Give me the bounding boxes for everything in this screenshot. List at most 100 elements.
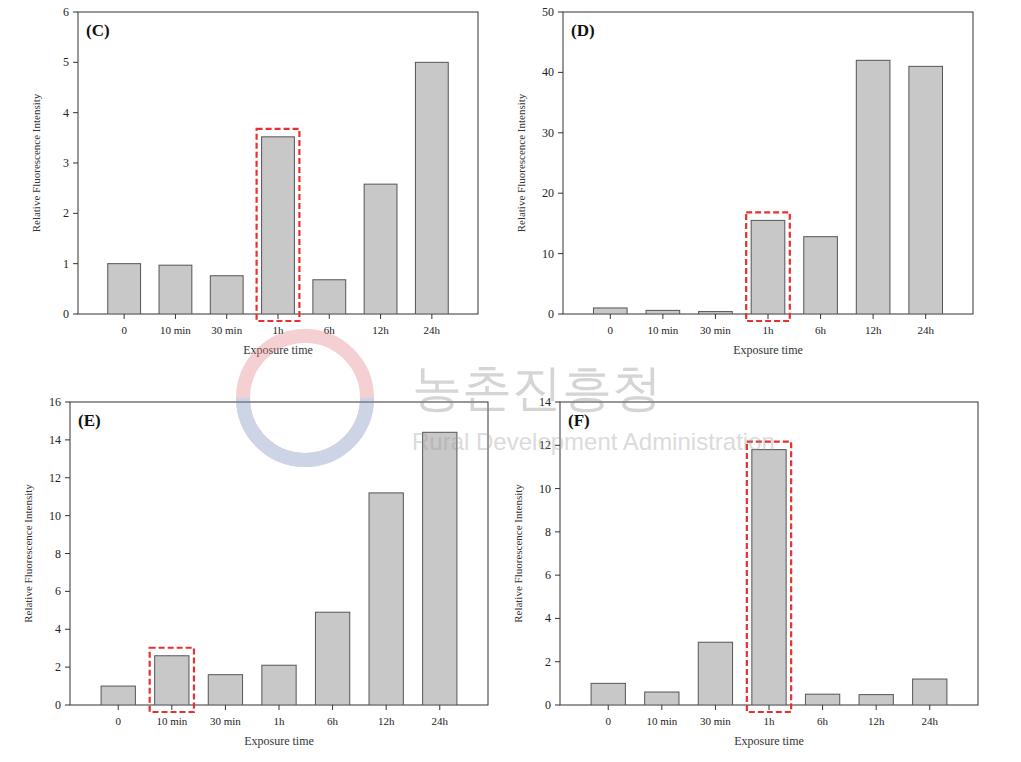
y-tick <box>558 12 563 13</box>
x-tick <box>929 705 930 710</box>
x-tick <box>873 314 874 319</box>
y-tick <box>73 314 78 315</box>
y-tick <box>555 575 560 576</box>
y-tick-label: 5 <box>63 55 69 69</box>
y-tick-label: 3 <box>63 156 69 170</box>
y-tick <box>555 661 560 662</box>
x-tick <box>439 705 440 710</box>
y-tick-label: 2 <box>545 655 551 669</box>
panel-label: (C) <box>86 21 110 40</box>
y-tick-label: 6 <box>545 568 551 582</box>
y-tick-label: 10 <box>49 509 61 523</box>
x-axis-label: Exposure time <box>244 734 314 748</box>
watermark-text: 농촌진흥청 <box>412 359 662 417</box>
bar <box>646 310 680 314</box>
x-tick <box>610 314 611 319</box>
x-tick <box>226 314 227 319</box>
y-tick-label: 14 <box>49 433 61 447</box>
y-tick-label: 6 <box>55 584 61 598</box>
y-axis-label: Relative Fluorescence Intensity <box>515 93 527 232</box>
x-tick <box>925 314 926 319</box>
x-tick-label: 0 <box>115 715 121 727</box>
bars <box>593 60 942 314</box>
watermark-subtitle: Rural Development Administration <box>412 428 775 455</box>
x-tick-label: 6h <box>815 324 827 336</box>
bar <box>751 220 785 314</box>
x-tick-label: 12h <box>868 715 885 727</box>
y-tick <box>73 12 78 13</box>
x-tick <box>661 705 662 710</box>
bar <box>423 432 457 705</box>
x-tick-label: 10 min <box>160 324 191 336</box>
bar <box>591 683 625 705</box>
x-tick <box>431 314 432 319</box>
x-tick <box>124 314 125 319</box>
bar <box>369 493 403 705</box>
x-tick <box>822 705 823 710</box>
y-tick <box>73 112 78 113</box>
bar <box>859 695 893 705</box>
x-tick <box>715 314 716 319</box>
y-tick <box>65 477 70 478</box>
bar <box>101 686 135 705</box>
bar <box>262 137 295 314</box>
bar <box>909 66 943 314</box>
x-tick-label: 30 min <box>210 715 241 727</box>
y-tick <box>555 531 560 532</box>
y-tick-label: 4 <box>63 106 69 120</box>
chart-panel: 01020304050010 min30 min1h6h12h24h(D)Exp… <box>515 5 973 357</box>
x-tick <box>225 705 226 710</box>
x-tick-label: 30 min <box>700 324 731 336</box>
y-tick <box>558 132 563 133</box>
highlight-box <box>257 129 300 321</box>
y-tick <box>65 629 70 630</box>
x-tick <box>279 705 280 710</box>
bar <box>210 276 243 314</box>
highlight-box <box>150 648 194 712</box>
x-tick-label: 12h <box>865 324 882 336</box>
x-tick-label: 1h <box>763 324 775 336</box>
y-tick <box>73 163 78 164</box>
highlight-box <box>746 212 790 321</box>
y-tick-label: 0 <box>63 307 69 321</box>
x-axis-label: Exposure time <box>733 343 803 357</box>
bars <box>101 432 457 705</box>
x-tick <box>820 314 821 319</box>
y-tick <box>73 62 78 63</box>
y-tick <box>65 553 70 554</box>
bar <box>698 642 732 705</box>
bar <box>645 692 679 705</box>
plot-frame <box>78 12 478 314</box>
x-tick <box>768 314 769 319</box>
y-tick <box>555 705 560 706</box>
bar <box>315 612 349 705</box>
chart-panel: 0123456010 min30 min1h6h12h24h(C)Exposur… <box>30 5 478 357</box>
y-axis-label: Relative Fluorescence Intensity <box>22 484 34 623</box>
y-tick <box>65 591 70 592</box>
y-tick <box>65 402 70 403</box>
bar <box>159 265 192 314</box>
y-tick <box>65 515 70 516</box>
x-tick-label: 24h <box>424 324 441 336</box>
x-tick-label: 30 min <box>211 324 242 336</box>
bars <box>591 450 947 705</box>
bar <box>108 264 141 314</box>
x-tick <box>769 705 770 710</box>
y-tick-label: 20 <box>542 186 554 200</box>
x-tick-label: 12h <box>372 324 389 336</box>
y-axis-label: Relative Fluorescence Intensity <box>30 93 42 232</box>
bar <box>593 308 627 314</box>
y-tick-label: 8 <box>55 547 61 561</box>
x-axis-label: Exposure time <box>734 734 804 748</box>
y-tick <box>65 439 70 440</box>
panel-label: (E) <box>78 411 101 430</box>
x-tick-label: 1h <box>764 715 776 727</box>
y-tick <box>65 705 70 706</box>
x-tick <box>386 705 387 710</box>
x-tick <box>380 314 381 319</box>
y-tick-label: 8 <box>545 525 551 539</box>
y-tick <box>555 488 560 489</box>
y-tick <box>558 193 563 194</box>
y-tick-label: 4 <box>55 622 61 636</box>
panel-label: (D) <box>571 21 595 40</box>
